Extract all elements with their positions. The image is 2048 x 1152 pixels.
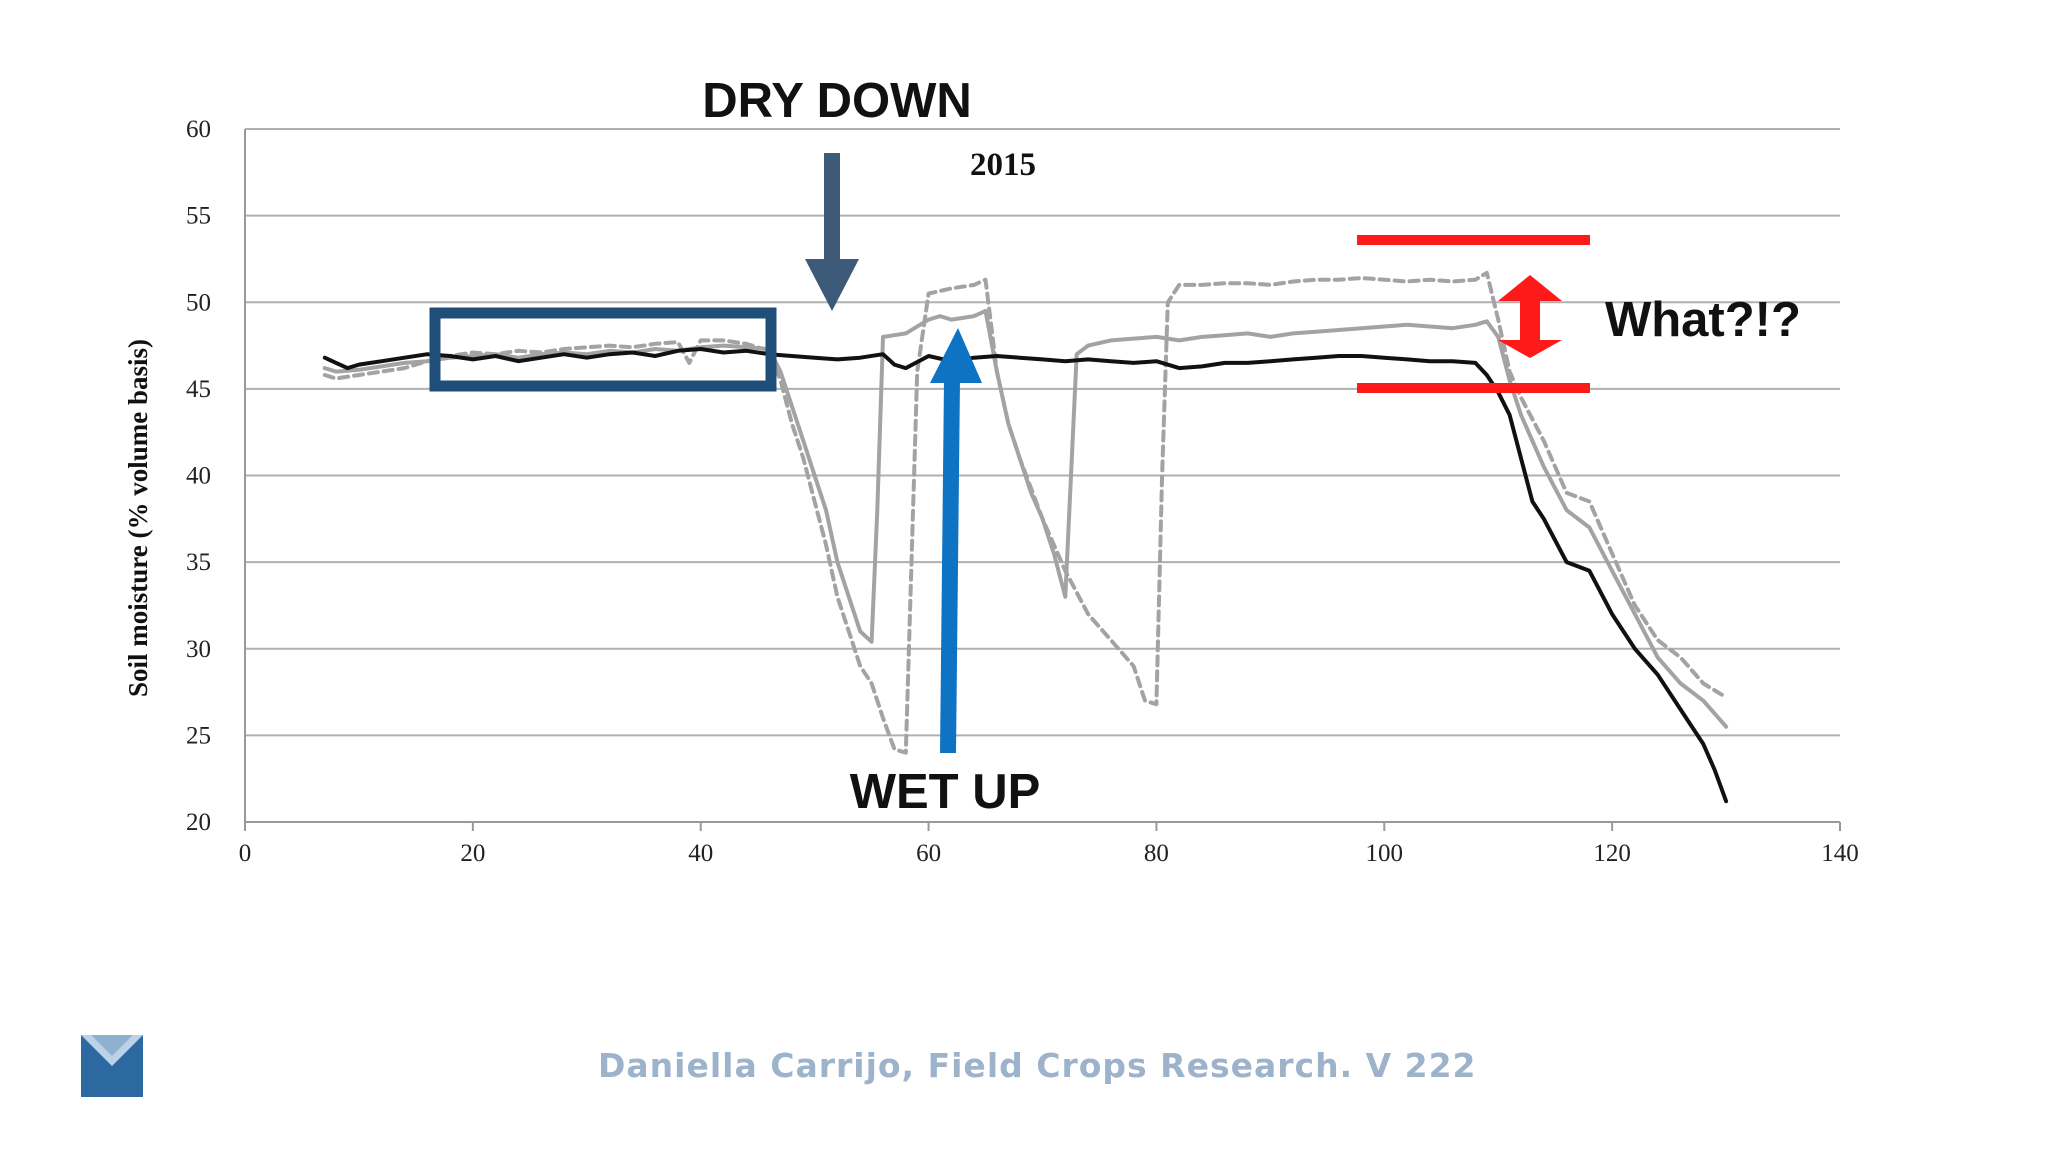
y-tick-label: 20: [186, 809, 211, 836]
y-tick-label: 25: [186, 722, 211, 749]
x-tick-label: 140: [1821, 840, 1859, 867]
wet-up-label: WET UP: [850, 765, 1041, 819]
citation-footer: Daniella Carrijo, Field Crops Research. …: [598, 1046, 1477, 1085]
chart-title: 2015: [970, 147, 1036, 183]
x-tick-label: 40: [688, 840, 713, 867]
x-tick-label: 20: [460, 840, 485, 867]
y-tick-label: 45: [186, 376, 211, 403]
highlight-box: [429, 307, 777, 392]
dry-down-arrow-icon: [805, 153, 859, 311]
double-arrow-icon: [1498, 275, 1562, 358]
series-line-solid-gray: [322, 308, 1729, 729]
series-line-solid-black: [322, 347, 1729, 804]
y-tick-label: 50: [186, 289, 211, 316]
series-lines: [322, 270, 1729, 804]
x-tick-label: 120: [1593, 840, 1631, 867]
what-label: What?!?: [1605, 293, 1801, 347]
y-tick-label: 55: [186, 203, 211, 230]
slide-logo-icon: [81, 1035, 143, 1097]
x-tick-label: 100: [1366, 840, 1404, 867]
x-tick-label: 60: [916, 840, 941, 867]
y-tick-label: 60: [186, 116, 211, 143]
y-tick-label: 30: [186, 636, 211, 663]
y-tick-label: 35: [186, 549, 211, 576]
y-tick-label: 40: [186, 463, 211, 490]
gridlines: [245, 128, 1840, 737]
wet-up-arrow-icon: [930, 328, 982, 753]
y-tick-labels: 20 25 30 35 40 45 50 55 60: [186, 116, 211, 836]
x-tick-labels: 0 20 40 60 80 100 120 140: [239, 822, 1859, 867]
x-tick-label: 0: [239, 840, 252, 867]
dry-down-label: DRY DOWN: [702, 74, 972, 128]
y-axis-label: Soil moisture (% volume basis): [123, 339, 153, 697]
x-tick-label: 80: [1144, 840, 1169, 867]
series-line-dashed-gray: [322, 270, 1729, 755]
